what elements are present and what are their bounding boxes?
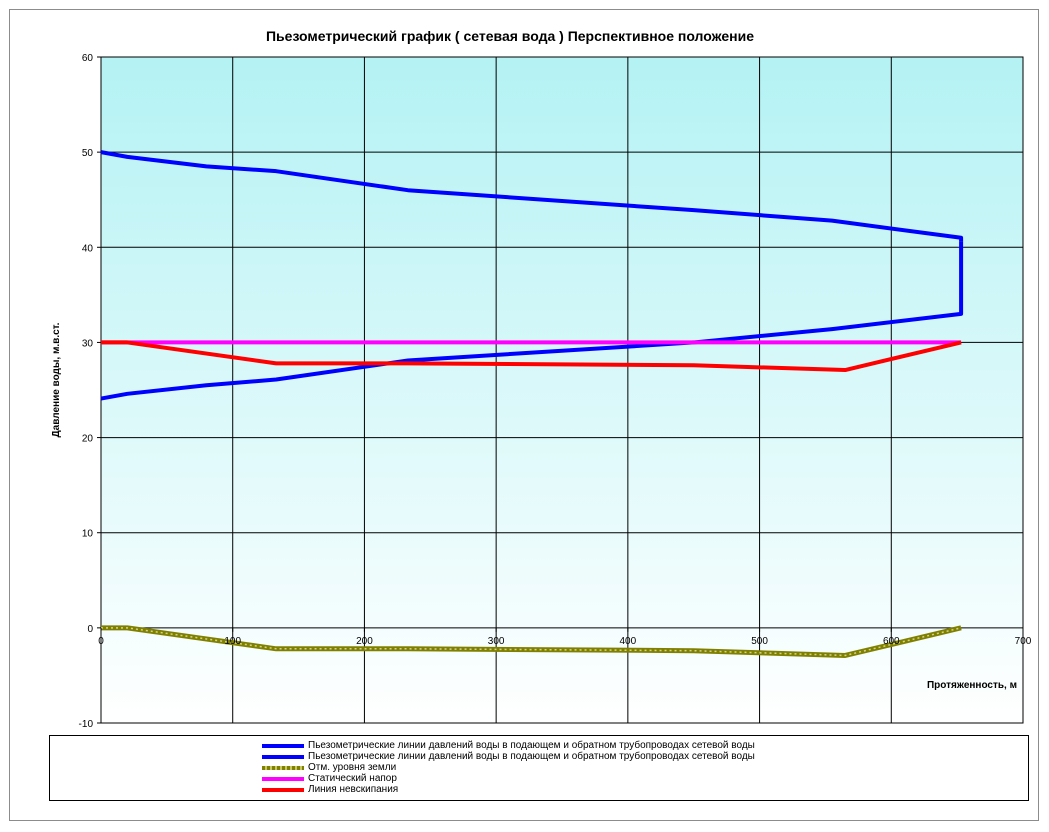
- series-line: [100, 150, 964, 242]
- legend-label: Статический напор: [308, 773, 397, 784]
- legend-swatch: [262, 754, 304, 759]
- legend-swatch: [262, 787, 304, 792]
- legend-item-static-head: Статический напор: [262, 773, 397, 784]
- series-line: [101, 340, 962, 373]
- x-tick-label: 0: [98, 636, 104, 647]
- y-tick-label: 10: [82, 529, 94, 540]
- legend-swatch: [262, 776, 304, 781]
- legend-item-non-boiling: Линия невскипания: [262, 784, 398, 795]
- series-line-ground-pattern: [101, 627, 962, 657]
- x-tick-label: 300: [488, 636, 505, 647]
- x-axis-label: Протяженность, м: [927, 680, 1017, 691]
- y-tick-label: 40: [82, 243, 94, 254]
- legend-item-supply-return-2: Пьезометрические линии давлений воды в п…: [262, 751, 755, 762]
- y-tick-label: 20: [82, 434, 94, 445]
- x-tick-label: 200: [356, 636, 373, 647]
- series-line: [100, 241, 964, 401]
- legend-item-ground-level: Отм. уровня земли: [262, 762, 396, 773]
- legend-swatch: [262, 765, 304, 770]
- plot-border: [100, 56, 1024, 724]
- y-tick-label: -10: [79, 719, 94, 730]
- legend-label: Пьезометрические линии давлений воды в п…: [308, 751, 755, 762]
- chart-title: Пьезометрический график ( сетевая вода )…: [266, 28, 754, 44]
- x-tick-label: 500: [751, 636, 768, 647]
- x-tick-label: 100: [224, 636, 241, 647]
- legend-swatch: [262, 743, 304, 748]
- legend: Пьезометрические линии давлений воды в п…: [49, 735, 1029, 801]
- y-tick-label: 0: [87, 624, 93, 635]
- legend-label: Отм. уровня земли: [308, 762, 397, 773]
- x-tick-label: 600: [883, 636, 900, 647]
- legend-label: Пьезометрические линии давлений воды в п…: [308, 740, 755, 751]
- y-tick-label: 50: [82, 148, 94, 159]
- y-axis-label: Давление воды, м.в.ст.: [51, 322, 62, 437]
- legend-item-supply-return-1: Пьезометрические линии давлений воды в п…: [262, 740, 755, 751]
- x-tick-label: 700: [1015, 636, 1032, 647]
- plot-area: [101, 57, 1023, 723]
- legend-label: Линия невскипания: [308, 784, 399, 795]
- x-tick-label: 400: [620, 636, 637, 647]
- y-tick-label: 30: [82, 338, 94, 349]
- y-tick-label: 60: [82, 53, 94, 64]
